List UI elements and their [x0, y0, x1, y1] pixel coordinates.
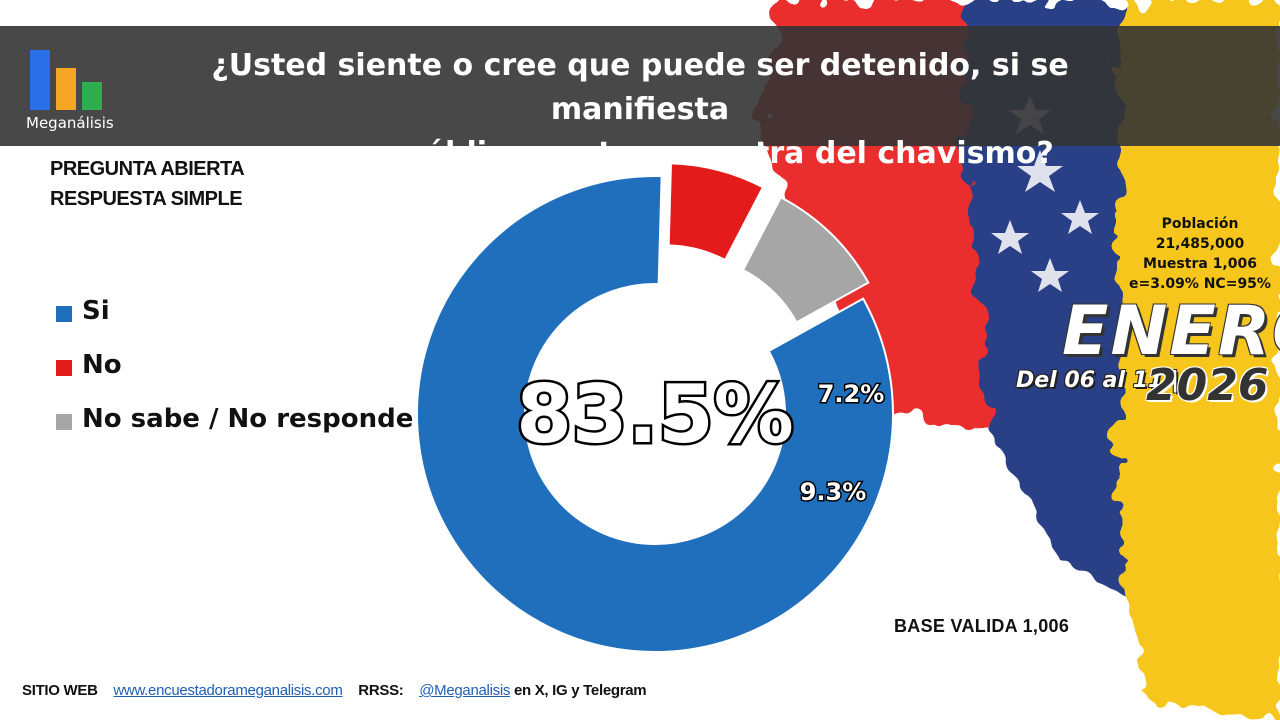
title-line-2: o expresa públicamente en contra del cha… [226, 136, 1054, 171]
footer-site-label: SITIO WEB [22, 682, 98, 699]
date-range: Del 06 al 11 | [1016, 368, 1180, 393]
question-type-line-1: PREGUNTA ABIERTA [50, 158, 245, 180]
slice-ns-nr [741, 195, 870, 324]
page-title: ¿Usted siente o cree que puede ser deten… [140, 44, 1140, 176]
logo-bar-orange [56, 68, 76, 110]
footer-networks: en X, IG y Telegram [513, 682, 647, 699]
meganalisis-logo: Meganálisis [22, 40, 122, 140]
legend-label-si: Si [82, 296, 110, 326]
title-line-1: ¿Usted siente o cree que puede ser deten… [211, 48, 1069, 127]
error-margin: e=3.09% NC=95% [1129, 276, 1271, 292]
label-si: 83.5% [516, 368, 794, 461]
population-value: 21,485,000 [1155, 236, 1245, 252]
logo-bar-green [82, 82, 102, 110]
header-band: Meganálisis ¿Usted siente o cree que pue… [0, 26, 1280, 171]
question-type-line-2: RESPUESTA SIMPLE [50, 188, 243, 210]
legend-swatch-ns-nr [56, 414, 72, 430]
website-link[interactable]: www.encuestadorameganalisis.com [113, 682, 343, 699]
question-type: PREGUNTA ABIERTA RESPUESTA SIMPLE [50, 154, 245, 214]
slice-si [416, 175, 894, 653]
legend-label-ns-nr: No sabe / No responde [82, 404, 414, 434]
valid-base: BASE VALIDA 1,006 [894, 616, 1070, 636]
logo-bar-blue [30, 50, 50, 110]
year-label: 2026 [1146, 360, 1269, 411]
footer: SITIO WEB www.encuestadorameganalisis.co… [22, 682, 647, 699]
sample-size: Muestra 1,006 [1143, 256, 1257, 272]
label-no: 7.2% [818, 380, 885, 408]
logo-text: Meganálisis [26, 114, 114, 132]
bar-chart-icon [30, 48, 110, 110]
legend-swatch-si [56, 306, 72, 322]
label-ns-nr: 9.3% [800, 478, 867, 506]
study-details: Población 21,485,000 Muestra 1,006 e=3.0… [1120, 214, 1280, 294]
slice-no [667, 162, 765, 262]
legend-swatch-no [56, 360, 72, 376]
footer-rrss-label: RRSS: [358, 682, 404, 699]
month-label: ENERO [1062, 292, 1280, 371]
legend-label-no: No [82, 350, 122, 380]
social-handle-link[interactable]: @Meganalisis [419, 682, 511, 699]
population-label: Población [1161, 216, 1239, 232]
